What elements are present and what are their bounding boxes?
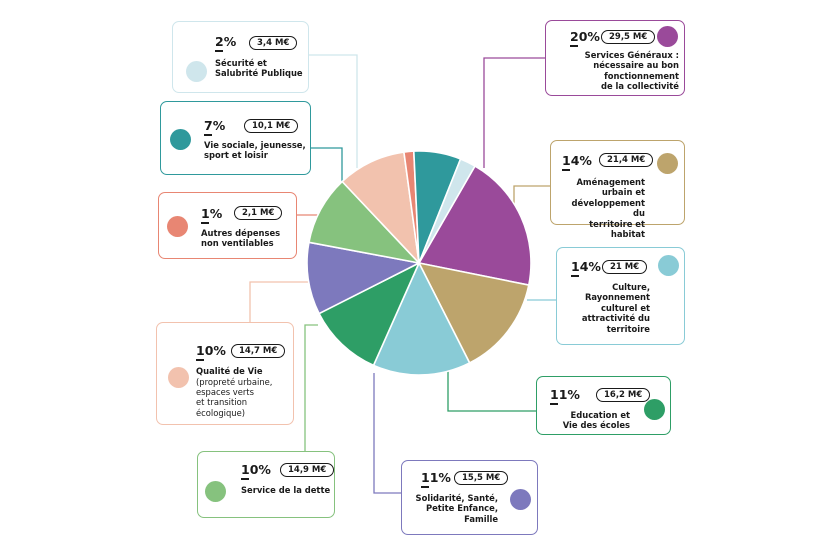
pie-slice-education [318,262,420,367]
slice-percent: 11% [550,387,580,402]
slice-label: Autres dépenses non ventilables [201,228,281,249]
slice-label: Aménagement urbain et développement du t… [571,177,645,240]
amount-badge: 21 M€ [602,260,648,274]
amount-badge: 14,7 M€ [231,344,286,358]
slice-percent: 11% [421,470,451,485]
slice-percent: 1% [201,206,223,221]
amount-badge: 29,5 M€ [601,30,656,44]
dash-divider [201,222,209,224]
color-dot-icon [644,399,665,420]
dash-divider [562,169,570,171]
dash-divider [421,486,429,488]
color-dot-icon [205,481,226,502]
slice-label: Education et Vie des écoles [562,410,630,431]
legend-card-autres: 1% 2,1 M€ Autres dépenses non ventilables [158,192,297,259]
slice-percent: 14% [571,259,601,274]
legend-card-viesociale: 7% 10,1 M€ Vie sociale, jeunesse, sport et… [160,101,311,175]
slice-label: Service de la dette [241,485,331,495]
slice-label: Services Généraux : nécessaire au bon fo… [584,50,679,92]
color-dot-icon [658,255,679,276]
slice-percent: 14% [562,153,592,168]
color-dot-icon [510,489,531,510]
slice-percent: 10% [241,462,271,477]
pie-slice-culture [372,262,471,376]
amount-badge: 2,1 M€ [234,206,283,220]
amount-badge: 10,1 M€ [244,119,299,133]
legend-card-amenagement: 14% 21,4 M€ Aménagement urbain et développ… [550,140,685,239]
connector-services [483,57,545,168]
dash-divider [196,359,204,361]
slice-sublabel: (propreté urbaine, espaces verts et tran… [196,376,273,418]
connector-qualite [249,281,308,322]
dash-divider [241,478,249,480]
slice-percent: 2% [215,34,237,49]
dash-divider [204,134,212,136]
pie-slice-securite [418,158,476,264]
dash-divider [550,403,558,405]
legend-card-qualite: 10% 14,7 M€ Qualité de Vie (propreté urbain… [156,322,294,425]
color-dot-icon [170,129,191,150]
dash-divider [570,45,578,47]
legend-card-securite: 2% 3,4 M€ Sécurité et Salubrité Publique [172,21,309,93]
pie-slice-amenagement [418,262,530,364]
amount-badge: 16,2 M€ [596,388,651,402]
legend-card-dette: 10% 14,9 M€ Service de la dette [197,451,335,518]
color-dot-icon [186,61,207,82]
slice-label: Culture, Rayonnement culturel et attract… [581,282,650,334]
dash-divider [215,50,223,52]
pie-slice-services [418,165,532,286]
legend-card-education: 11% 16,2 M€ Education et Vie des écoles [536,376,671,435]
pie-slice-solidarite [306,241,420,315]
legend-card-culture: 14% 21 M€ Culture, Rayonnement culturel et… [556,247,685,345]
slice-label: Qualité de Vie [196,366,263,376]
amount-badge: 21,4 M€ [599,153,654,167]
legend-card-services: 20% 29,5 M€ Services Généraux : nécessaire… [545,20,685,96]
slice-percent: 20% [570,29,600,44]
amount-badge: 15,5 M€ [454,471,509,485]
connector-solidarite [373,373,401,494]
amount-badge: 14,9 M€ [280,463,335,477]
slice-label: Vie sociale, jeunesse, sport et loisir [204,140,306,161]
connector-viesociale [311,147,343,182]
color-dot-icon [657,153,678,174]
color-dot-icon [657,26,678,47]
amount-badge: 3,4 M€ [249,36,298,50]
dash-divider [571,275,579,277]
connector-dette [304,324,318,451]
color-dot-icon [167,216,188,237]
legend-card-solidarite: 11% 15,5 M€ Solidarité, Santé, Petite Enfa… [401,460,538,535]
slice-percent: 7% [204,118,226,133]
connector-securite [309,54,358,168]
slice-label: Solidarité, Santé, Petite Enfance, Famil… [415,493,498,524]
slice-label: Sécurité et Salubrité Publique [215,58,303,79]
color-dot-icon [168,367,189,388]
slice-percent: 10% [196,343,226,358]
